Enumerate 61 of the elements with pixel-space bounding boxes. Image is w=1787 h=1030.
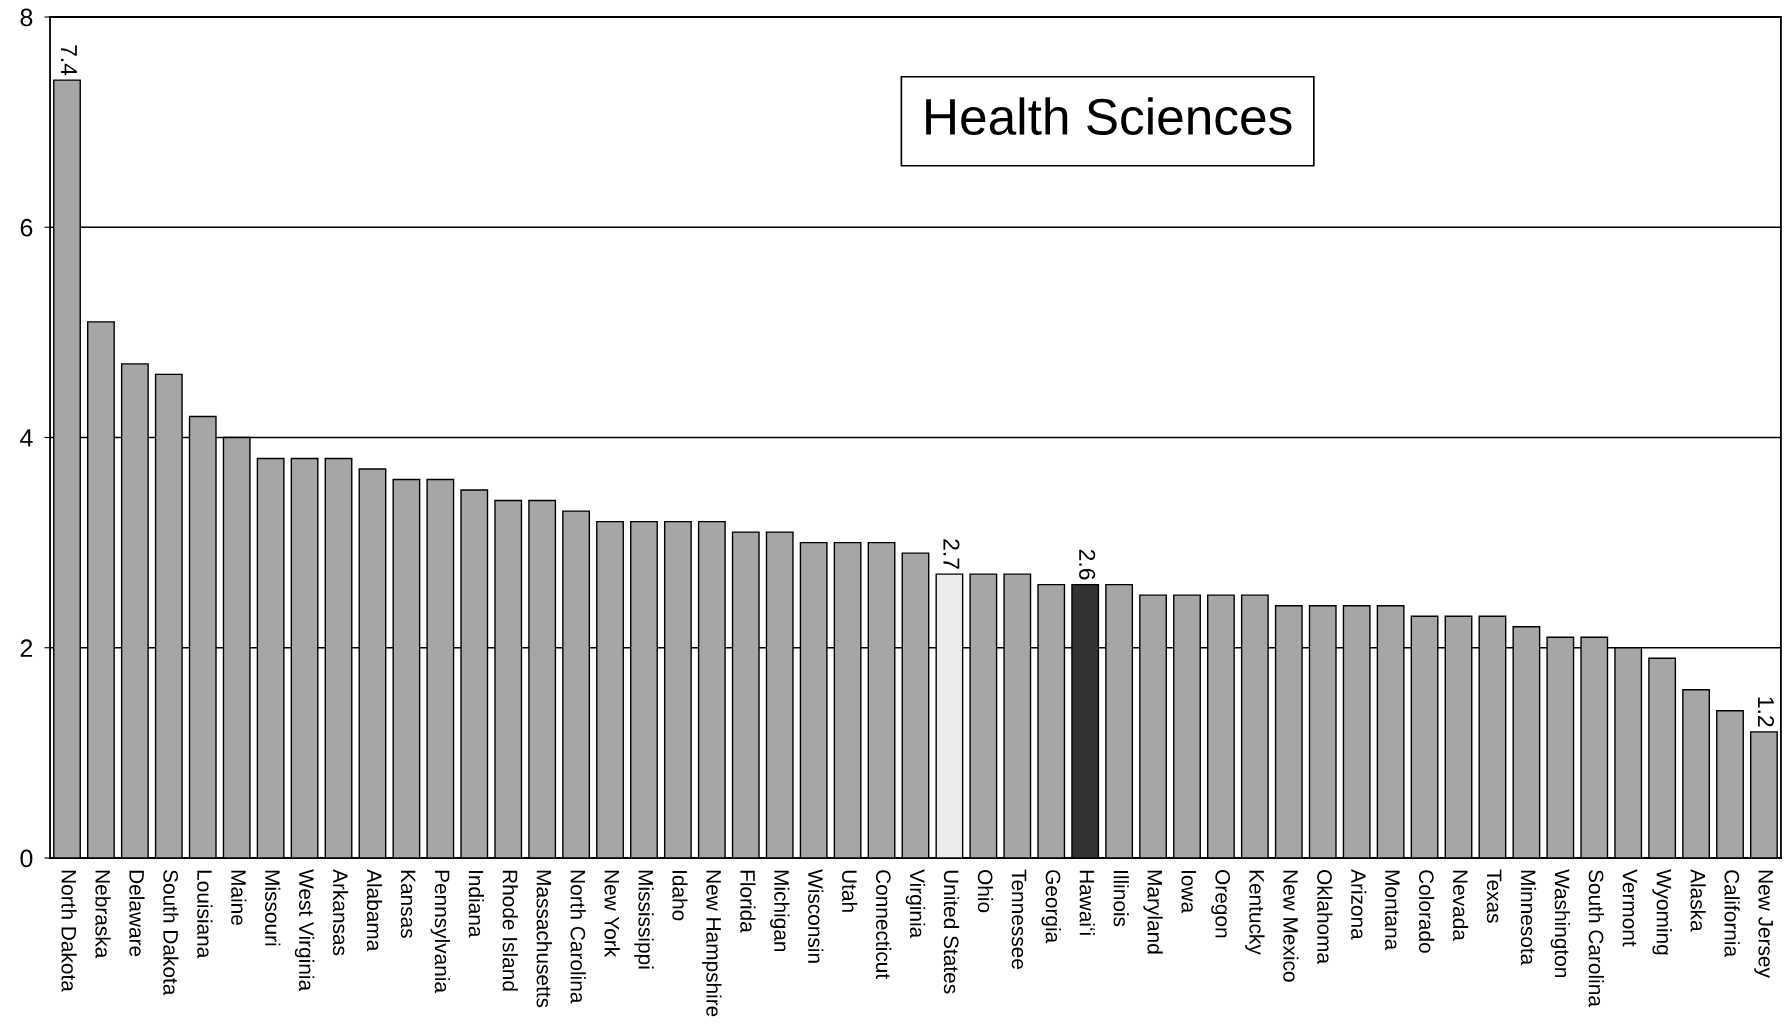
x-tick-label: South Carolina — [1588, 870, 1604, 1007]
x-tick-label: Colorado — [1418, 870, 1435, 953]
x-tick-label: Hawaiʻi — [1079, 870, 1095, 935]
x-tick-label: New Hampshire — [702, 870, 722, 1017]
x-tick-label: Oklahoma — [1317, 870, 1333, 965]
x-tick-label: Kentucky — [1245, 870, 1265, 955]
x-tick-label: Louisiana — [197, 870, 213, 959]
y-tick-label: 6 — [20, 218, 33, 237]
x-tick-label: New York — [604, 870, 620, 958]
x-tick-label: North Dakota — [61, 870, 77, 992]
x-tick-label: Wisconsin — [808, 869, 824, 963]
x-tick-label: Idaho — [672, 871, 688, 921]
y-tick-label: 8 — [20, 8, 33, 27]
data-label: 7.4 — [61, 45, 77, 76]
x-tick-label: Rhode Island — [502, 870, 518, 991]
x-tick-label: Wyoming — [1652, 869, 1672, 955]
x-tick-label: West Virginia — [294, 869, 315, 992]
x-tick-label: Montana — [1385, 870, 1400, 951]
x-tick-label: Iowa — [1181, 871, 1196, 914]
x-tick-label: Arizona — [1351, 869, 1367, 940]
data-label: 2.7 — [943, 539, 960, 569]
x-tick-label: Michigan — [770, 870, 790, 952]
x-tick-label: Missouri — [265, 870, 281, 946]
x-tick-label: Utah — [842, 870, 858, 912]
x-tick-label: Mississippi — [634, 870, 654, 969]
x-tick-label: Nevada — [1452, 870, 1469, 941]
x-tick-label: Ohio — [977, 870, 994, 913]
x-tick-label: North Carolina — [570, 870, 586, 1004]
data-label: 1.2 — [1758, 697, 1775, 727]
x-tick-label: Alaska — [1690, 869, 1706, 932]
x-tick-label: California — [1724, 870, 1740, 958]
x-tick-label: Nebraska — [95, 870, 111, 959]
x-tick-label: Georgia — [1041, 870, 1061, 944]
x-tick-label: New Jersey — [1754, 870, 1773, 978]
x-tick-label: Illinois — [1113, 871, 1129, 927]
x-tick-label: New Mexico — [1283, 870, 1299, 982]
x-tick-label: Massachusetts — [536, 870, 552, 1008]
text: Health Sciences — [926, 97, 1292, 136]
x-tick-label: Virginia — [905, 869, 926, 939]
x-tick-label: Alabama — [366, 869, 383, 952]
x-tick-label: United States — [943, 870, 960, 994]
x-tick-label: South Dakota — [163, 870, 179, 996]
x-tick-label: Maryland — [1143, 870, 1163, 954]
x-tick-label: Delaware — [129, 870, 145, 957]
x-tick-label: Indiana — [468, 871, 484, 938]
x-tick-label: Connecticut — [875, 870, 892, 979]
x-tick-label: Texas — [1486, 869, 1502, 923]
y-tick-label: 2 — [20, 639, 33, 657]
x-tick-label: Tennessee — [1011, 869, 1027, 969]
x-tick-label: Arkansas — [332, 869, 349, 956]
x-tick-label: Vermont — [1622, 869, 1638, 947]
x-tick-label: Oregon — [1211, 870, 1231, 938]
y-tick-label: 4 — [20, 429, 33, 447]
x-tick-label: Pennsylvania — [430, 870, 451, 994]
x-tick-label: Minnesota — [1520, 870, 1537, 966]
x-tick-label: Kansas — [400, 870, 416, 938]
x-tick-label: Florida — [740, 870, 756, 933]
data-label: 2.6 — [1079, 549, 1096, 580]
x-tick-label: Washington — [1550, 869, 1571, 977]
x-tick-label: Maine — [231, 870, 247, 925]
y-tick-label: 0 — [20, 849, 33, 868]
